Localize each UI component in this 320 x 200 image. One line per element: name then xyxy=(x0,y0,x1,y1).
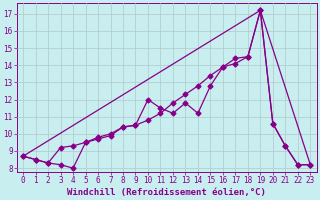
X-axis label: Windchill (Refroidissement éolien,°C): Windchill (Refroidissement éolien,°C) xyxy=(67,188,266,197)
